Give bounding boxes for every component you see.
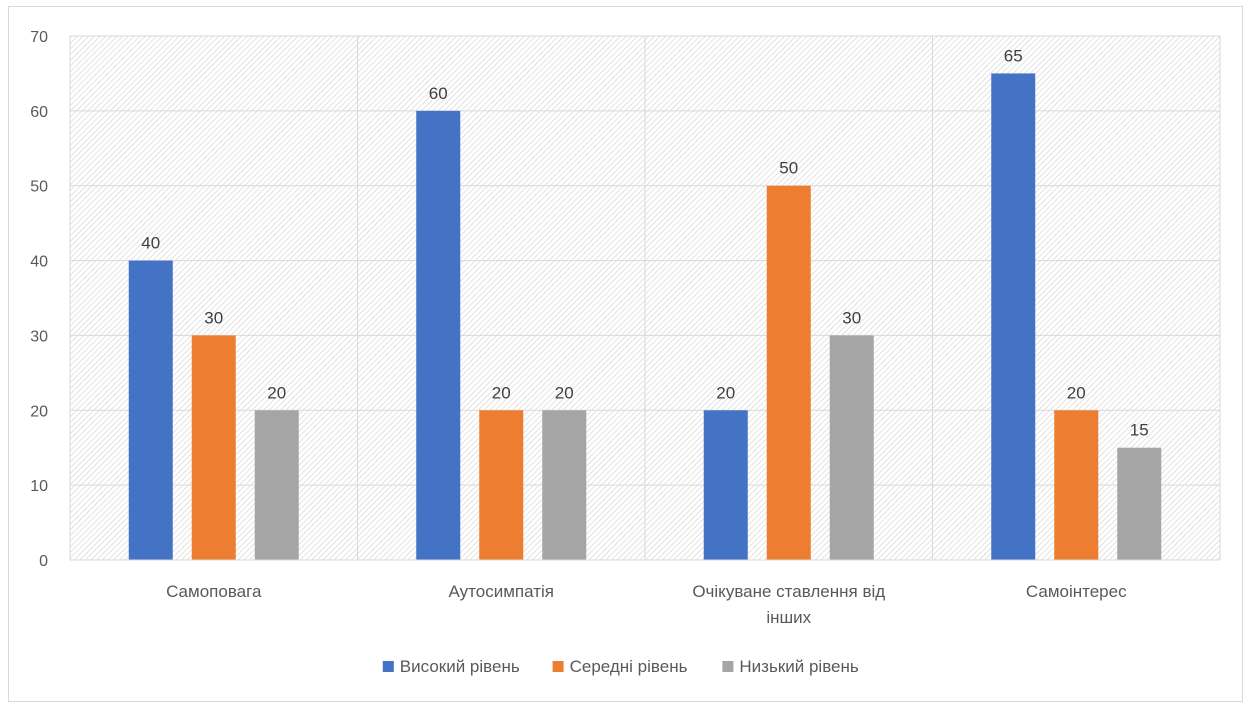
x-tick-label: Очікуване ставлення від [692, 582, 885, 601]
data-label: 30 [842, 308, 861, 327]
legend-swatch [382, 661, 394, 672]
x-tick-label: Самоінтерес [1026, 582, 1127, 601]
bar [128, 260, 173, 560]
data-label: 30 [204, 308, 223, 327]
legend-label: Низький рівень [739, 657, 858, 676]
legend-swatch [722, 661, 734, 672]
data-label: 20 [267, 383, 286, 402]
bar [991, 73, 1036, 560]
data-label: 50 [779, 159, 798, 178]
y-tick-label: 60 [30, 104, 48, 121]
legend-label: Високий рівень [400, 657, 520, 676]
y-tick-label: 20 [30, 403, 48, 420]
bar [416, 110, 461, 560]
data-label: 60 [429, 84, 448, 103]
y-tick-label: 10 [30, 478, 48, 495]
y-tick-label: 40 [30, 254, 48, 271]
x-tick-label: Самоповага [166, 582, 262, 601]
y-tick-label: 30 [30, 328, 48, 345]
data-label: 20 [716, 383, 735, 402]
data-label: 15 [1130, 421, 1149, 440]
legend-swatch [552, 661, 564, 672]
bar [703, 410, 748, 560]
legend-label: Середні рівень [570, 657, 688, 676]
bar [254, 410, 299, 560]
y-tick-label: 0 [39, 553, 48, 570]
bar [766, 185, 811, 560]
data-label: 20 [555, 383, 574, 402]
bar [829, 335, 874, 560]
bar [1054, 410, 1099, 560]
y-tick-label: 70 [30, 29, 48, 46]
bar [479, 410, 524, 560]
x-tick-label: інших [766, 608, 811, 627]
data-label: 40 [141, 234, 160, 253]
data-label: 20 [492, 383, 511, 402]
data-label: 65 [1004, 46, 1023, 65]
bar [1117, 447, 1162, 560]
x-tick-label: Аутосимпатія [449, 582, 554, 601]
bar [191, 335, 236, 560]
data-label: 20 [1067, 383, 1086, 402]
y-tick-label: 50 [30, 179, 48, 196]
bar [542, 410, 587, 560]
